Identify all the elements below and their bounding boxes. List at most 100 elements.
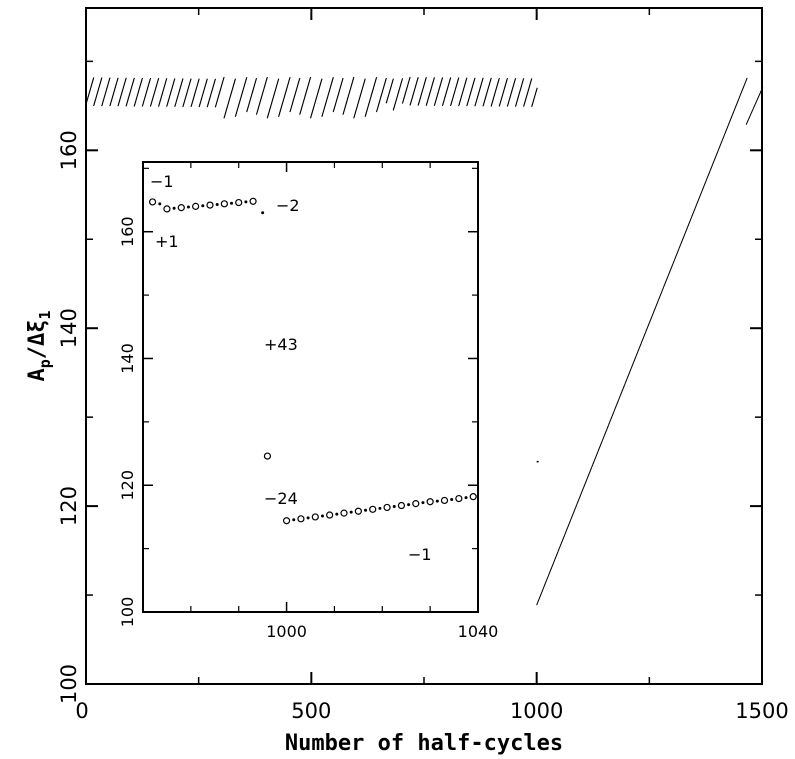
data-mark-series-1 xyxy=(615,404,618,408)
data-mark-series-1 xyxy=(564,531,567,535)
data-mark-series-1 xyxy=(669,267,672,271)
data-mark-series-1 xyxy=(650,315,653,319)
data-mark-series-1 xyxy=(607,424,609,428)
data-mark-series-1 xyxy=(548,572,551,576)
x-tick-label: 1500 xyxy=(735,699,788,723)
data-mark-series-1 xyxy=(744,79,747,83)
data-mark-series-1 xyxy=(653,307,656,311)
data-mark-series-1 xyxy=(632,360,635,364)
data-mark-series-1 xyxy=(643,334,646,337)
data-mark-series-0 xyxy=(332,77,334,80)
data-mark-series-1 xyxy=(609,418,612,422)
data-mark-series-1 xyxy=(615,402,618,406)
data-mark-series-2 xyxy=(759,90,762,93)
data-mark-series-1 xyxy=(633,358,636,362)
y-tick-label: 120 xyxy=(57,486,81,526)
data-mark-series-0 xyxy=(92,77,95,80)
inset-y-tick-label: 100 xyxy=(118,597,137,628)
data-mark-series-1 xyxy=(654,305,657,309)
data-mark-series-1 xyxy=(688,221,691,224)
data-mark-series-1 xyxy=(586,475,589,479)
data-mark-series-1 xyxy=(703,184,705,188)
data-mark-series-1 xyxy=(721,138,724,142)
data-mark-series-1 xyxy=(645,328,648,331)
data-mark-series-1 xyxy=(557,548,560,551)
annotation-minus24: −24 xyxy=(264,489,298,508)
data-mark-series-1 xyxy=(649,317,652,321)
data-mark-series-1 xyxy=(716,150,719,154)
data-mark-series-1 xyxy=(711,162,714,166)
data-mark-series-2 xyxy=(756,99,758,102)
inset-dot xyxy=(392,504,396,508)
data-mark-series-0 xyxy=(197,78,200,82)
data-mark-series-2 xyxy=(745,122,748,125)
inset-dot xyxy=(158,202,162,206)
data-mark-series-1 xyxy=(547,574,550,578)
data-mark-series-2 xyxy=(754,102,757,106)
data-mark-series-0 xyxy=(449,77,452,80)
data-mark-series-1 xyxy=(581,489,584,493)
inset-open-circle xyxy=(297,515,305,523)
data-mark-series-1 xyxy=(607,422,610,426)
inset-open-circle xyxy=(177,204,185,212)
svg-text:Ap/Δξ1: Ap/Δξ1 xyxy=(25,310,54,381)
data-mark-series-1 xyxy=(582,485,585,489)
data-mark-series-1 xyxy=(719,144,721,148)
main-plot: 0 500 1000 1500 100 120 140 160 Number of half-… xyxy=(25,7,789,756)
data-mark-series-1 xyxy=(539,594,542,598)
data-mark-series-1 xyxy=(740,91,742,95)
data-mark-series-0 xyxy=(514,78,517,81)
data-mark-series-0 xyxy=(401,78,404,81)
data-mark-series-1 xyxy=(735,104,738,107)
data-mark-series-0 xyxy=(473,77,476,81)
data-mark-series-2 xyxy=(752,106,755,109)
data-mark-series-0 xyxy=(363,78,366,82)
data-mark-series-1 xyxy=(678,247,680,251)
data-mark-series-1 xyxy=(550,566,553,569)
data-mark-series-1 xyxy=(565,529,568,533)
data-mark-series-1 xyxy=(562,535,565,539)
data-mark-series-1 xyxy=(729,118,732,121)
data-mark-series-1 xyxy=(574,507,576,511)
data-mark-series-1 xyxy=(610,416,613,420)
data-mark-series-1 xyxy=(625,378,628,382)
data-mark-series-1 xyxy=(537,600,539,604)
data-mark-series-1 xyxy=(737,97,740,101)
inset-open-circle xyxy=(148,198,157,206)
data-mark-series-1 xyxy=(647,324,650,327)
data-mark-series-1 xyxy=(713,158,716,162)
data-mark-series-1 xyxy=(708,170,711,174)
data-mark-series-2 xyxy=(759,92,761,95)
data-mark-series-0 xyxy=(425,77,427,80)
data-mark-series-1 xyxy=(627,374,630,378)
data-mark-series-1 xyxy=(552,562,555,565)
data-mark-series-1 xyxy=(722,136,725,140)
data-mark-series-0 xyxy=(506,77,509,81)
x-tick-label: 0 xyxy=(75,699,88,723)
data-mark-series-1 xyxy=(719,142,722,146)
data-mark-series-1 xyxy=(693,208,696,212)
data-mark-series-2 xyxy=(758,93,761,97)
data-mark-series-2 xyxy=(753,104,756,108)
annotation-minus1-bottom: −1 xyxy=(408,545,432,564)
inset-open-circle xyxy=(469,493,477,501)
data-mark-series-1 xyxy=(559,544,562,547)
y-tick-label: 160 xyxy=(57,130,81,170)
data-mark-series-1 xyxy=(657,297,660,301)
data-mark-series-1 xyxy=(571,513,574,517)
annotation-plus43: +43 xyxy=(264,335,298,354)
data-mark-series-2 xyxy=(746,120,749,124)
data-mark-series-1 xyxy=(694,204,697,208)
data-mark-series-1 xyxy=(683,233,686,236)
data-mark-series-0 xyxy=(165,78,168,81)
data-mark-series-1 xyxy=(604,431,607,434)
data-mark-series-1 xyxy=(698,196,701,200)
inset-dot xyxy=(186,205,190,209)
data-mark-series-2 xyxy=(748,115,751,118)
data-mark-series-0 xyxy=(490,77,492,81)
inset-open-circle xyxy=(282,517,291,525)
inset-dot xyxy=(349,510,353,514)
data-mark-series-1 xyxy=(602,437,605,440)
data-mark-series-0 xyxy=(124,77,127,81)
